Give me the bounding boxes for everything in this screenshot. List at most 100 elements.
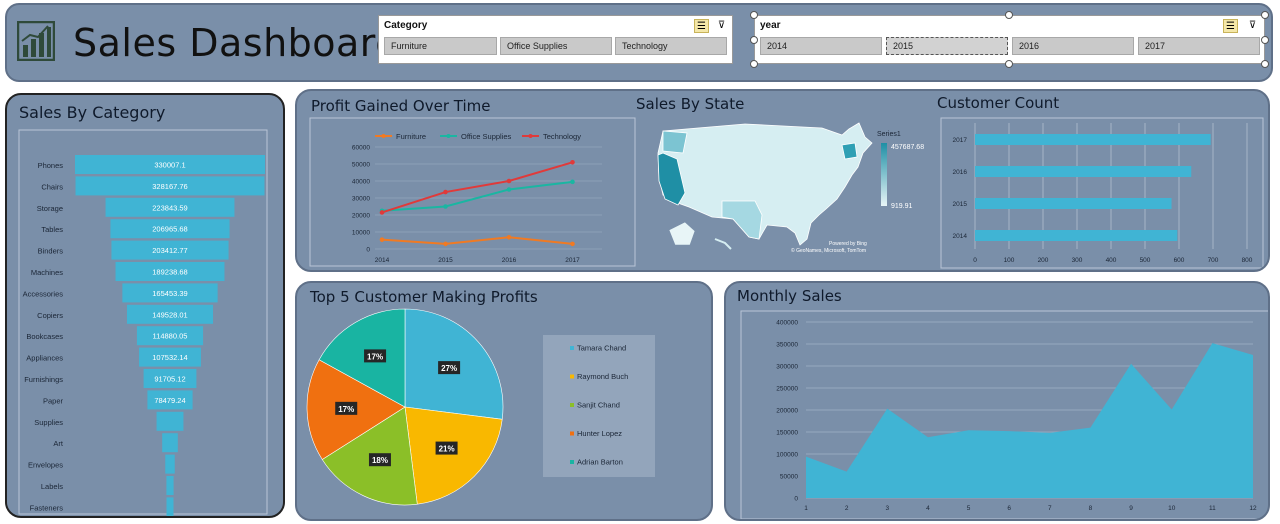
slicer-item-technology[interactable]: Technology bbox=[615, 37, 727, 55]
category-label: Envelopes bbox=[28, 461, 63, 470]
resize-handle[interactable] bbox=[750, 60, 758, 68]
sales-by-category-chart: Phones 330007.1 Chairs 328167.76 Storage 2238… bbox=[18, 129, 268, 516]
y-tick-label: 60000 bbox=[352, 145, 370, 152]
customer-count-title: Customer Count bbox=[937, 94, 1060, 112]
multi-select-icon[interactable]: ☰ bbox=[694, 19, 709, 33]
legend-swatch bbox=[570, 431, 574, 436]
data-label: 91705.12 bbox=[154, 375, 185, 384]
map-credit: Powered by Bing bbox=[829, 241, 867, 247]
x-tick-label: 100 bbox=[1004, 257, 1015, 264]
category-label: Chairs bbox=[41, 182, 63, 191]
clear-filter-icon[interactable]: ⊽ bbox=[717, 20, 726, 31]
category-bar bbox=[147, 390, 193, 410]
x-tick-label: 2 bbox=[845, 505, 849, 512]
data-point bbox=[506, 178, 512, 184]
slicer-item-2017[interactable]: 2017 bbox=[1138, 37, 1260, 55]
legend-swatch bbox=[570, 346, 574, 350]
y-tick-label: 0 bbox=[794, 496, 798, 503]
map-credit: © GeoNames, Microsoft, TomTom bbox=[791, 247, 866, 254]
category-bar bbox=[143, 369, 197, 388]
map-legend-min: 919.91 bbox=[891, 203, 913, 210]
data-label: 328167.76 bbox=[152, 182, 187, 191]
category-bar bbox=[115, 262, 225, 281]
clear-filter-icon[interactable]: ⊽ bbox=[1248, 20, 1257, 31]
slicer-item-2016[interactable]: 2016 bbox=[1012, 37, 1134, 55]
pie-label-box bbox=[364, 349, 387, 363]
category-bar bbox=[75, 155, 265, 174]
data-label: 149528.01 bbox=[152, 310, 187, 319]
data-label: 107532.14 bbox=[152, 353, 187, 362]
monthly-sales-area bbox=[806, 343, 1253, 498]
multi-select-icon[interactable]: ☰ bbox=[1223, 19, 1238, 33]
data-label: 114880.05 bbox=[153, 332, 188, 341]
pie-legend-box bbox=[543, 335, 655, 477]
category-bar bbox=[156, 411, 184, 431]
texas-state bbox=[721, 200, 763, 240]
monthly-sales-chart: 0 50000 100000 150000 200000 250000 300000 3500… bbox=[740, 310, 1268, 519]
category-bar bbox=[122, 283, 218, 303]
x-tick-label: 5 bbox=[967, 505, 971, 512]
pie-label-box bbox=[335, 401, 358, 415]
pie-slice bbox=[318, 308, 406, 408]
x-tick-label: 400 bbox=[1106, 257, 1117, 264]
monthly-sales-panel: Monthly Sales 0 50000 100000 150000 200000 25… bbox=[724, 281, 1270, 521]
resize-handle[interactable] bbox=[1261, 36, 1269, 44]
resize-handle[interactable] bbox=[750, 36, 758, 44]
top-customers-panel: Top 5 Customer Making Profits 27% 21% 18% 1… bbox=[295, 281, 713, 521]
slicer-item-furniture[interactable]: Furniture bbox=[384, 37, 497, 55]
category-bar bbox=[165, 454, 175, 474]
y-tick-label: 2016 bbox=[953, 169, 968, 176]
customer-count-bar bbox=[975, 166, 1192, 177]
category-label: Binders bbox=[38, 247, 64, 256]
resize-handle[interactable] bbox=[1261, 60, 1269, 68]
dashboard-title: Sales Dashboard bbox=[73, 21, 400, 65]
category-slicer-label: Category bbox=[384, 20, 428, 31]
usa-map-shape bbox=[657, 122, 873, 246]
x-tick-label: 9 bbox=[1129, 505, 1133, 512]
legend-swatch bbox=[570, 374, 574, 379]
slicer-item-office-supplies[interactable]: Office Supplies bbox=[500, 37, 612, 55]
y-tick-label: 100000 bbox=[776, 452, 798, 459]
data-label: 203412.77 bbox=[152, 246, 187, 255]
y-tick-label: 2017 bbox=[953, 137, 968, 144]
slicer-item-2014[interactable]: 2014 bbox=[760, 37, 882, 55]
new-york-state bbox=[841, 142, 858, 160]
y-tick-label: 200000 bbox=[776, 408, 798, 415]
resize-handle[interactable] bbox=[750, 11, 758, 19]
category-label: Phones bbox=[38, 161, 64, 170]
category-label: Storage bbox=[37, 204, 63, 213]
category-label: Supplies bbox=[34, 418, 63, 427]
data-point bbox=[570, 179, 575, 185]
series-line bbox=[381, 180, 573, 212]
category-bar bbox=[110, 219, 230, 239]
resize-handle[interactable] bbox=[1005, 11, 1013, 19]
x-tick-label: 10 bbox=[1168, 505, 1176, 512]
pie-pct-label: 17% bbox=[367, 352, 383, 361]
data-label: 165453.39 bbox=[152, 289, 187, 298]
category-bar bbox=[162, 433, 178, 453]
category-bar bbox=[75, 176, 265, 196]
legend-label: Raymond Buch bbox=[577, 372, 628, 381]
pie-label-box bbox=[435, 441, 458, 455]
customer-count-bar bbox=[975, 198, 1172, 209]
x-tick-label: 800 bbox=[1242, 257, 1253, 264]
category-label: Bookcases bbox=[26, 332, 63, 341]
customer-count-bar bbox=[975, 134, 1211, 145]
data-label: 223843.59 bbox=[152, 203, 187, 212]
x-tick-label: 12 bbox=[1249, 505, 1257, 512]
x-tick-label: 200 bbox=[1038, 257, 1049, 264]
resize-handle[interactable] bbox=[1005, 60, 1013, 68]
monthly-sales-title: Monthly Sales bbox=[737, 287, 842, 305]
category-label: Labels bbox=[41, 482, 63, 491]
map-legend-title: Series1 bbox=[877, 131, 901, 138]
slicer-item-2015[interactable]: 2015 bbox=[886, 37, 1008, 55]
top-customers-pie-chart: 27% 21% 18% 17% 17% Tamara Chand Raymond Buch S… bbox=[306, 308, 655, 506]
pie-pct-label: 21% bbox=[439, 445, 455, 454]
x-tick-label: 2016 bbox=[502, 257, 517, 264]
category-label: Furnishings bbox=[24, 375, 63, 384]
resize-handle[interactable] bbox=[1261, 11, 1269, 19]
y-tick-label: 350000 bbox=[776, 342, 798, 349]
year-slicer[interactable]: year ☰ ⊽ 2014 2015 2016 2017 bbox=[754, 15, 1265, 64]
customer-count-bar bbox=[975, 230, 1178, 241]
category-slicer[interactable]: Category ☰ ⊽ Furniture Office Supplies T… bbox=[378, 15, 733, 64]
